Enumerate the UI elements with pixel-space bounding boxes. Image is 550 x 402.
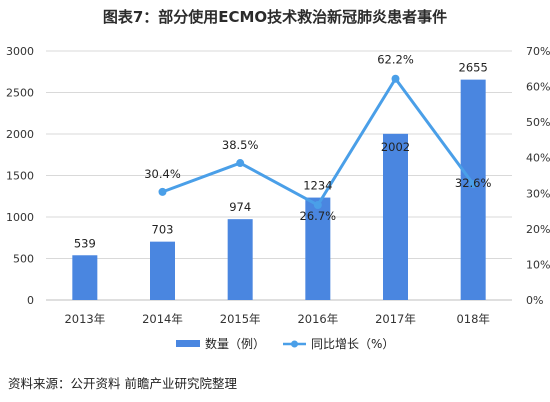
left-axis-tick-label: 2500 (6, 87, 34, 100)
right-axis-tick-label: 50% (526, 116, 550, 129)
right-axis-ticks: 0% 10% 20% 30% 40% 50% 60% 70% (526, 45, 550, 307)
bar-series (72, 79, 486, 300)
bar (305, 197, 331, 300)
right-axis-tick-label: 0% (526, 294, 543, 307)
growth-value-label: 26.7% (300, 209, 337, 223)
bar (460, 79, 486, 300)
right-axis-tick-label: 10% (526, 258, 550, 271)
bar (72, 255, 98, 300)
data-labels: 539 703 974 1234 2002 2655 30.4% 38.5% 26.7% 62.2… (74, 53, 492, 251)
line-point (313, 201, 322, 210)
bar-value-label: 539 (74, 236, 96, 250)
bar-value-label: 703 (152, 223, 174, 237)
bar-value-label: 1234 (303, 179, 332, 193)
category-labels: 2013年 2014年 2015年 2016年 2017年 018年 (64, 312, 489, 326)
line-point (469, 180, 478, 189)
category-label: 2013年 (64, 312, 105, 326)
legend-swatch-marker (291, 340, 298, 348)
legend-label-bar: 数量（例） (205, 336, 265, 351)
bar (383, 133, 408, 300)
bar (227, 219, 253, 300)
category-label: 2017年 (375, 312, 416, 326)
bar-value-label: 2655 (459, 61, 488, 75)
right-axis-tick-label: 30% (526, 187, 550, 200)
growth-value-label: 62.2% (377, 53, 414, 67)
left-axis-ticks: 0 500 1000 1500 2000 2500 3000 (6, 45, 34, 307)
category-label: 018年 (456, 312, 489, 326)
growth-value-label: 32.6% (455, 176, 492, 190)
right-axis-tick-label: 70% (526, 45, 550, 58)
legend-swatch-bar (176, 340, 200, 347)
legend-label-line: 同比增长（%） (311, 337, 394, 351)
right-axis-tick-label: 20% (526, 223, 550, 236)
line-point (391, 74, 400, 83)
chart-title: 图表7：部分使用ECMO技术救治新冠肺炎患者事件 (102, 8, 448, 26)
source-note: 资料来源：公开资料 前瞻产业研究院整理 (8, 376, 237, 391)
growth-value-label: 38.5% (222, 138, 259, 152)
gridlines (46, 50, 512, 301)
left-axis-tick-label: 3000 (6, 45, 34, 58)
line-point (236, 159, 245, 168)
left-axis-tick-label: 500 (13, 253, 34, 266)
growth-value-label: 30.4% (144, 167, 181, 181)
left-axis-tick-label: 1000 (6, 211, 34, 224)
right-axis-tick-label: 40% (526, 152, 550, 165)
left-axis-tick-label: 2000 (6, 128, 34, 141)
left-axis-tick-label: 1500 (6, 170, 34, 183)
bar-value-label: 2002 (381, 140, 410, 154)
line-point (158, 187, 167, 196)
bar-value-label: 974 (229, 200, 251, 214)
category-label: 2016年 (297, 312, 338, 326)
left-axis-tick-label: 0 (27, 294, 34, 307)
bar (150, 241, 175, 300)
category-label: 2015年 (220, 312, 261, 326)
line-series (158, 74, 478, 210)
right-axis-tick-label: 60% (526, 81, 550, 94)
legend: 数量（例） 同比增长（%） (176, 336, 394, 351)
category-label: 2014年 (142, 312, 183, 326)
